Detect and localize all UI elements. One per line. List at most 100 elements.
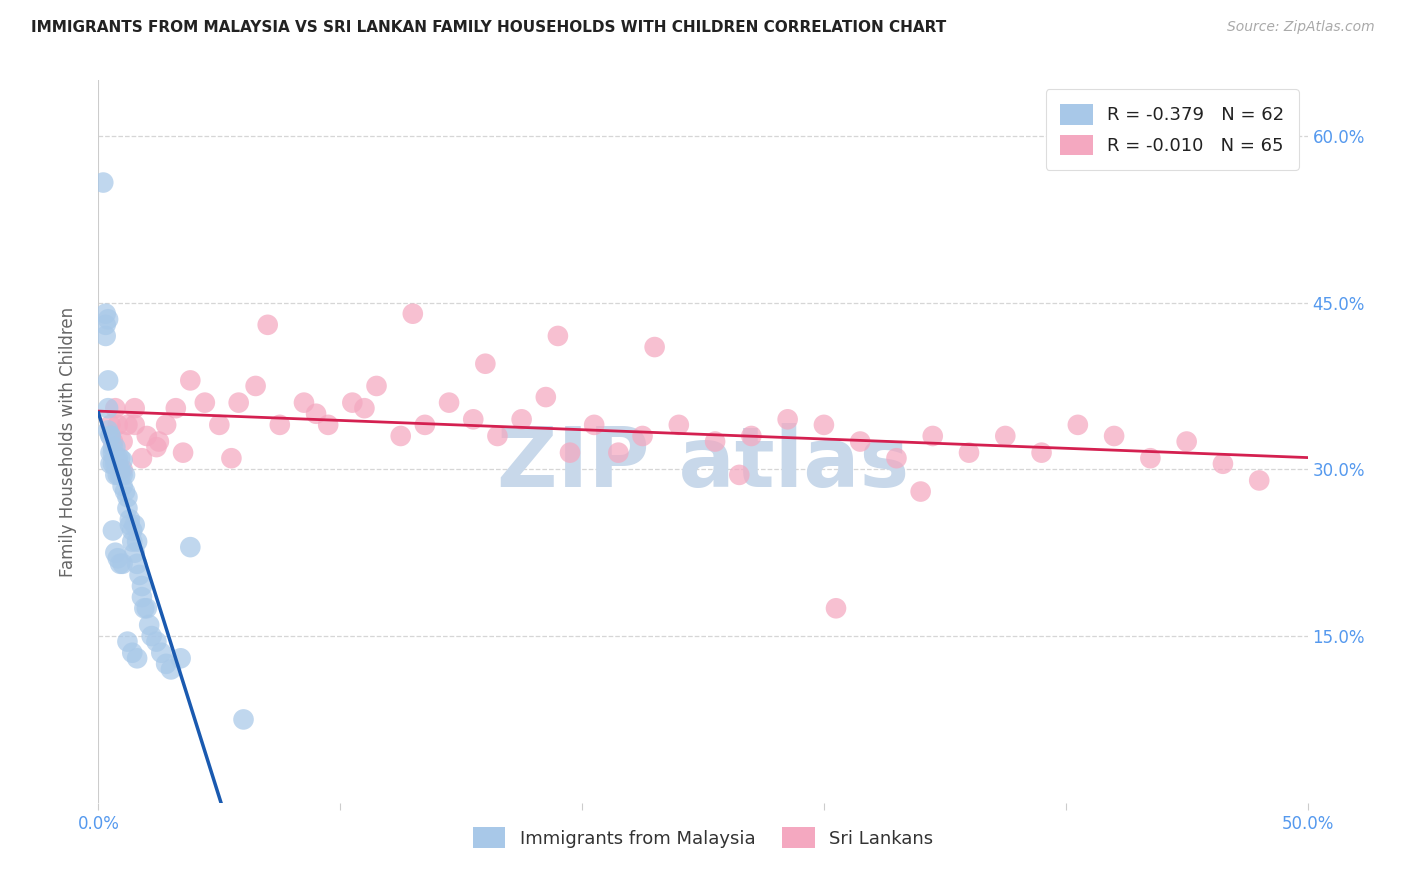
Point <box>104 467 127 482</box>
Point <box>389 429 412 443</box>
Point <box>117 634 139 648</box>
Point <box>114 484 136 499</box>
Point <box>104 451 127 466</box>
Point <box>474 357 496 371</box>
Point <box>463 412 485 426</box>
Point <box>813 417 835 432</box>
Point <box>208 417 231 432</box>
Point <box>100 457 122 471</box>
Point <box>776 412 799 426</box>
Point <box>97 401 120 416</box>
Point <box>269 417 291 432</box>
Point <box>104 546 127 560</box>
Point <box>107 457 129 471</box>
Point <box>104 457 127 471</box>
Point <box>135 601 157 615</box>
Point <box>101 445 124 459</box>
Point <box>179 540 201 554</box>
Point <box>100 429 122 443</box>
Point <box>100 429 122 443</box>
Point <box>107 451 129 466</box>
Point <box>124 546 146 560</box>
Point <box>108 557 131 571</box>
Point <box>148 434 170 449</box>
Point <box>150 646 173 660</box>
Point <box>353 401 375 416</box>
Text: Source: ZipAtlas.com: Source: ZipAtlas.com <box>1227 20 1375 34</box>
Point <box>124 517 146 532</box>
Point <box>131 590 153 604</box>
Point <box>547 329 569 343</box>
Point <box>117 490 139 504</box>
Point <box>232 713 254 727</box>
Point <box>221 451 243 466</box>
Text: ZIP atlas: ZIP atlas <box>496 423 910 504</box>
Legend: Immigrants from Malaysia, Sri Lankans: Immigrants from Malaysia, Sri Lankans <box>465 820 941 855</box>
Point <box>583 417 606 432</box>
Point <box>121 646 143 660</box>
Point <box>994 429 1017 443</box>
Point <box>101 440 124 454</box>
Point <box>124 417 146 432</box>
Point <box>886 451 908 466</box>
Point <box>104 440 127 454</box>
Point <box>825 601 848 615</box>
Point <box>127 534 149 549</box>
Point <box>131 451 153 466</box>
Point <box>631 429 654 443</box>
Point <box>245 379 267 393</box>
Point <box>94 318 117 332</box>
Point <box>108 462 131 476</box>
Point <box>117 417 139 432</box>
Point <box>1212 457 1234 471</box>
Point <box>668 417 690 432</box>
Y-axis label: Family Households with Children: Family Households with Children <box>59 307 77 576</box>
Point <box>104 401 127 416</box>
Point <box>128 568 150 582</box>
Point <box>138 618 160 632</box>
Point <box>160 662 183 676</box>
Point <box>1067 417 1090 432</box>
Point <box>558 445 581 459</box>
Point <box>740 429 762 443</box>
Point <box>292 395 315 409</box>
Point <box>118 517 141 532</box>
Point <box>155 417 177 432</box>
Point <box>108 467 131 482</box>
Point <box>849 434 872 449</box>
Point <box>728 467 751 482</box>
Point <box>194 395 217 409</box>
Point <box>534 390 557 404</box>
Point <box>256 318 278 332</box>
Point <box>124 401 146 416</box>
Point <box>97 424 120 438</box>
Point <box>97 373 120 387</box>
Point <box>169 651 191 665</box>
Point <box>111 453 134 467</box>
Text: IMMIGRANTS FROM MALAYSIA VS SRI LANKAN FAMILY HOUSEHOLDS WITH CHILDREN CORRELATI: IMMIGRANTS FROM MALAYSIA VS SRI LANKAN F… <box>31 20 946 35</box>
Point <box>172 445 194 459</box>
Point <box>118 512 141 526</box>
Point <box>155 657 177 671</box>
Point <box>91 176 114 190</box>
Point <box>117 501 139 516</box>
Point <box>94 307 117 321</box>
Point <box>437 395 460 409</box>
Point <box>111 467 134 482</box>
Point <box>145 440 167 454</box>
Point <box>107 467 129 482</box>
Point <box>101 457 124 471</box>
Point <box>114 467 136 482</box>
Point <box>111 479 134 493</box>
Point <box>94 329 117 343</box>
Point <box>366 379 388 393</box>
Point <box>179 373 201 387</box>
Point <box>134 601 156 615</box>
Point <box>111 462 134 476</box>
Point <box>111 557 134 571</box>
Point <box>101 434 124 449</box>
Point <box>131 579 153 593</box>
Point <box>108 451 131 466</box>
Point <box>1139 451 1161 466</box>
Point <box>141 629 163 643</box>
